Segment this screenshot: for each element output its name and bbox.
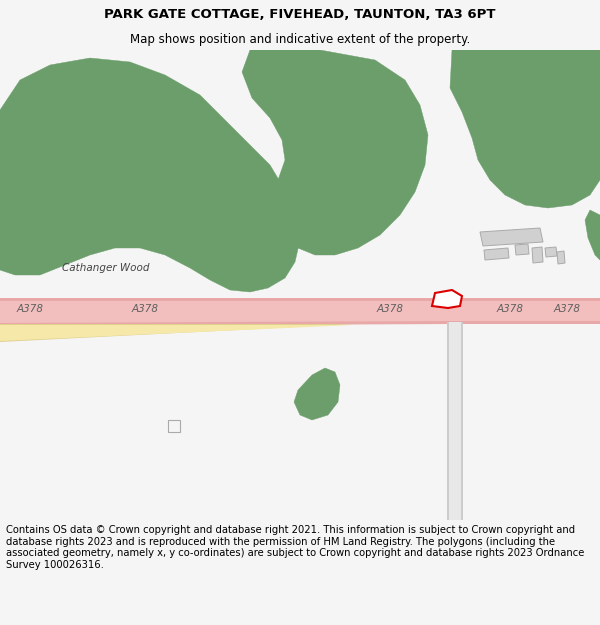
Text: A378: A378	[17, 304, 44, 314]
Text: Map shows position and indicative extent of the property.: Map shows position and indicative extent…	[130, 32, 470, 46]
Polygon shape	[532, 247, 543, 263]
Polygon shape	[484, 248, 509, 260]
Polygon shape	[0, 301, 455, 323]
Polygon shape	[557, 251, 565, 264]
Polygon shape	[545, 247, 557, 257]
Polygon shape	[449, 322, 461, 520]
Polygon shape	[447, 322, 463, 520]
Polygon shape	[480, 228, 543, 246]
Polygon shape	[0, 324, 355, 342]
Text: Cathanger Wood: Cathanger Wood	[62, 263, 149, 273]
Text: PARK GATE COTTAGE, FIVEHEAD, TAUNTON, TA3 6PT: PARK GATE COTTAGE, FIVEHEAD, TAUNTON, TA…	[104, 9, 496, 21]
Text: A378: A378	[497, 304, 523, 314]
Polygon shape	[294, 368, 340, 420]
Polygon shape	[432, 290, 462, 308]
Text: Contains OS data © Crown copyright and database right 2021. This information is : Contains OS data © Crown copyright and d…	[6, 525, 584, 570]
Polygon shape	[585, 210, 600, 260]
Text: A378: A378	[554, 304, 581, 314]
Polygon shape	[515, 244, 529, 255]
Polygon shape	[242, 50, 428, 255]
Polygon shape	[0, 298, 455, 326]
Text: A378: A378	[131, 304, 158, 314]
Polygon shape	[0, 325, 353, 341]
Polygon shape	[450, 50, 600, 208]
Polygon shape	[455, 298, 600, 324]
Polygon shape	[455, 301, 600, 321]
Polygon shape	[0, 58, 300, 292]
Text: A378: A378	[377, 304, 404, 314]
Polygon shape	[115, 85, 185, 140]
